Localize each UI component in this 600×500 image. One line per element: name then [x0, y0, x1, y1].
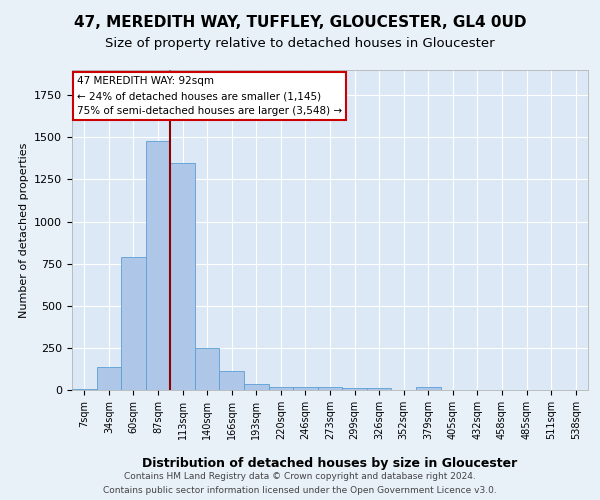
Bar: [416, 386, 440, 390]
Bar: [170, 162, 195, 390]
Text: Distribution of detached houses by size in Gloucester: Distribution of detached houses by size …: [142, 458, 518, 470]
Bar: [195, 348, 220, 390]
Bar: [244, 384, 269, 390]
Text: Size of property relative to detached houses in Gloucester: Size of property relative to detached ho…: [105, 38, 495, 51]
Bar: [97, 368, 121, 390]
Bar: [121, 257, 146, 390]
Bar: [220, 370, 244, 390]
Bar: [367, 388, 391, 390]
Bar: [293, 386, 318, 390]
Text: Contains public sector information licensed under the Open Government Licence v3: Contains public sector information licen…: [103, 486, 497, 495]
Bar: [146, 140, 170, 390]
Text: Contains HM Land Registry data © Crown copyright and database right 2024.: Contains HM Land Registry data © Crown c…: [124, 472, 476, 481]
Bar: [72, 389, 97, 390]
Bar: [342, 388, 367, 390]
Text: 47, MEREDITH WAY, TUFFLEY, GLOUCESTER, GL4 0UD: 47, MEREDITH WAY, TUFFLEY, GLOUCESTER, G…: [74, 15, 526, 30]
Bar: [269, 386, 293, 390]
Bar: [318, 388, 342, 390]
Text: 47 MEREDITH WAY: 92sqm
← 24% of detached houses are smaller (1,145)
75% of semi-: 47 MEREDITH WAY: 92sqm ← 24% of detached…: [77, 76, 342, 116]
Y-axis label: Number of detached properties: Number of detached properties: [19, 142, 29, 318]
